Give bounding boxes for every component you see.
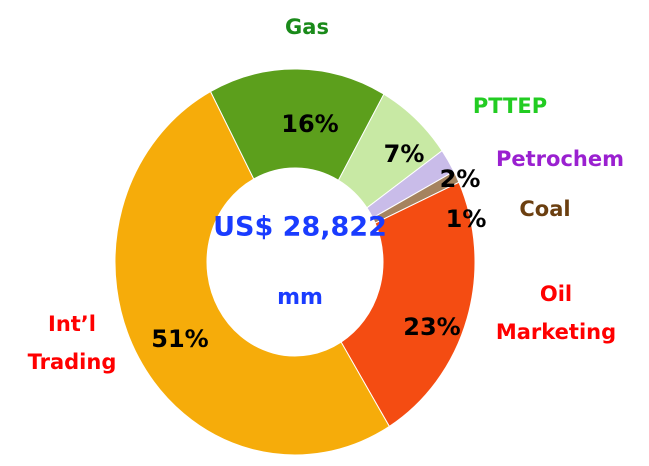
- category-label: Coal: [519, 197, 570, 221]
- value-label: 23%: [403, 313, 460, 341]
- value-label: 2%: [440, 165, 481, 193]
- label-line: Marketing: [496, 320, 616, 344]
- value-label: 51%: [151, 325, 208, 353]
- category-label: Gas: [285, 15, 329, 39]
- donut-segment: [209, 68, 385, 181]
- label-line: Trading: [28, 350, 117, 374]
- center-text: US$ 28,822: [213, 212, 387, 243]
- donut: [114, 68, 476, 456]
- value-label: 16%: [281, 110, 338, 138]
- value-label: 7%: [384, 140, 425, 168]
- category-label: PTTEP: [473, 94, 547, 118]
- category-label: Oil Marketing: [496, 282, 616, 344]
- category-label: Petrochem: [496, 147, 624, 171]
- label-line: Oil: [540, 282, 572, 306]
- label-line: Int’l: [48, 312, 96, 336]
- donut-segment: [340, 181, 476, 428]
- value-label: 1%: [446, 205, 487, 233]
- donut-segment: [114, 90, 390, 456]
- category-label: Int’l Trading: [28, 312, 117, 374]
- center-text: mm: [277, 285, 323, 310]
